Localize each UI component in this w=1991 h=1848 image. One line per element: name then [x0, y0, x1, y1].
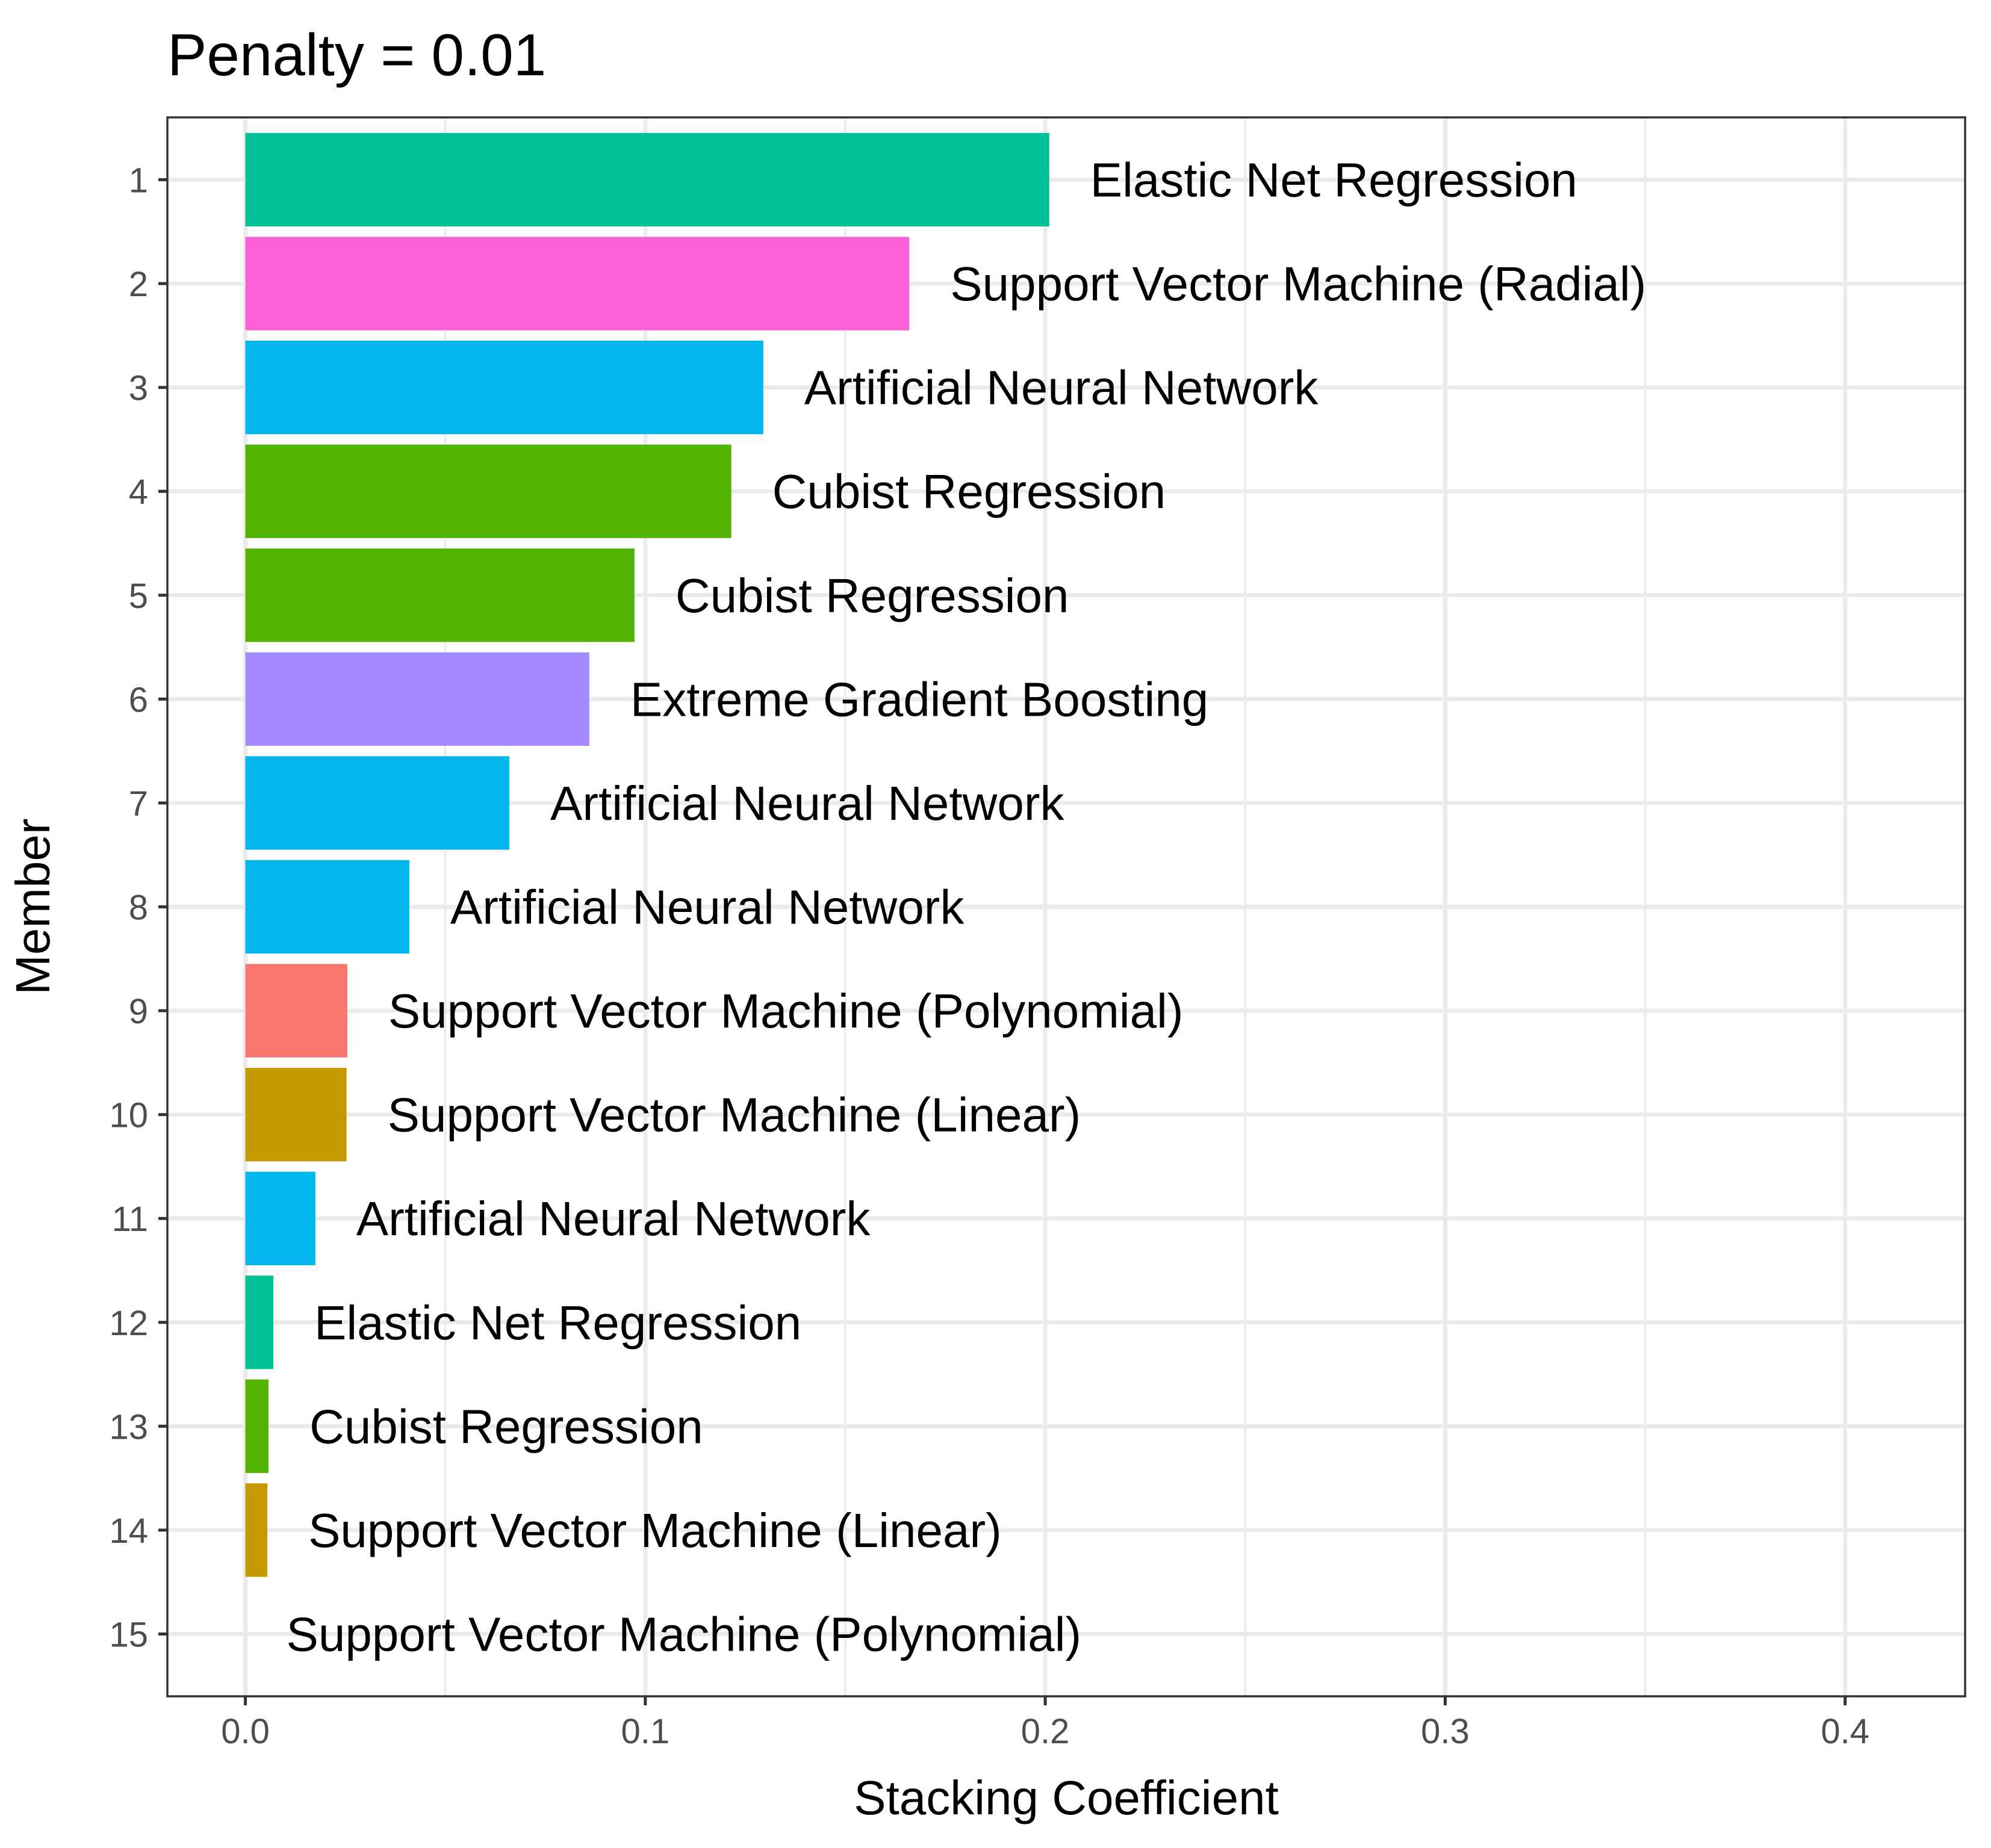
y-tick-label: 10 — [109, 1096, 148, 1135]
bar-member-11 — [245, 1171, 315, 1265]
x-tick-label: 0.4 — [1821, 1712, 1869, 1751]
y-tick-label: 11 — [112, 1200, 148, 1239]
bar-label-member-6: Extreme Gradient Boosting — [630, 672, 1208, 726]
bar-label-member-15: Support Vector Machine (Polynomial) — [287, 1607, 1082, 1661]
x-tick-label: 0.1 — [621, 1712, 670, 1751]
chart-title: Penalty = 0.01 — [167, 22, 546, 88]
y-axis-title: Member — [6, 818, 60, 994]
bar-member-1 — [245, 132, 1049, 227]
bar-member-6 — [245, 652, 589, 746]
bar-label-member-11: Artificial Neural Network — [356, 1192, 871, 1245]
x-tick-label: 0.2 — [1021, 1712, 1070, 1751]
y-tick-label: 3 — [129, 369, 148, 408]
y-tick-label: 4 — [129, 473, 148, 512]
x-axis-title: Stacking Coefficient — [854, 1771, 1279, 1825]
bar-label-member-9: Support Vector Machine (Polynomial) — [388, 984, 1184, 1038]
bar-member-5 — [245, 548, 635, 642]
y-tick-label: 6 — [129, 680, 148, 719]
bar-label-member-13: Cubist Regression — [309, 1400, 703, 1453]
y-tick-label: 15 — [109, 1615, 148, 1654]
x-tick-label: 0.0 — [221, 1712, 270, 1751]
bar-member-4 — [245, 444, 731, 538]
bar-label-member-10: Support Vector Machine (Linear) — [388, 1088, 1081, 1142]
bar-label-member-5: Cubist Regression — [676, 569, 1069, 622]
bar-label-member-7: Artificial Neural Network — [550, 777, 1065, 830]
bar-member-7 — [245, 756, 509, 850]
bar-label-member-1: Elastic Net Regression — [1090, 153, 1577, 207]
bar-member-12 — [245, 1276, 274, 1369]
bar-member-9 — [245, 964, 347, 1058]
bar-member-3 — [245, 341, 763, 435]
bar-member-10 — [245, 1067, 347, 1162]
bar-label-member-3: Artificial Neural Network — [804, 361, 1319, 415]
y-tick-label: 7 — [129, 784, 148, 823]
bar-label-layer: Elastic Net Regression Support Vector Mac… — [287, 153, 1647, 1661]
bar-layer — [245, 132, 1049, 1577]
y-tick-label: 14 — [109, 1512, 148, 1551]
grid-layer — [167, 117, 1965, 1696]
y-tick-label: 8 — [129, 888, 148, 928]
y-tick-label: 1 — [129, 161, 148, 200]
y-tick-label: 2 — [129, 265, 148, 304]
bar-member-2 — [245, 237, 910, 330]
bar-member-13 — [245, 1379, 269, 1473]
y-tick-label: 13 — [109, 1407, 148, 1446]
bar-label-member-2: Support Vector Machine (Radial) — [950, 257, 1646, 311]
x-axis: 0.0 0.1 0.2 0.3 0.4 — [221, 1696, 1869, 1751]
y-tick-label: 9 — [129, 992, 148, 1031]
bar-member-8 — [245, 860, 409, 954]
bar-label-member-12: Elastic Net Regression — [314, 1296, 801, 1350]
bar-label-member-14: Support Vector Machine (Linear) — [308, 1504, 1002, 1557]
y-tick-label: 5 — [129, 577, 148, 616]
x-tick-label: 0.3 — [1421, 1712, 1470, 1751]
bar-label-member-8: Artificial Neural Network — [450, 881, 965, 934]
y-tick-label: 12 — [109, 1304, 148, 1343]
bar-member-14 — [245, 1483, 268, 1577]
bar-label-member-4: Cubist Regression — [772, 465, 1166, 518]
